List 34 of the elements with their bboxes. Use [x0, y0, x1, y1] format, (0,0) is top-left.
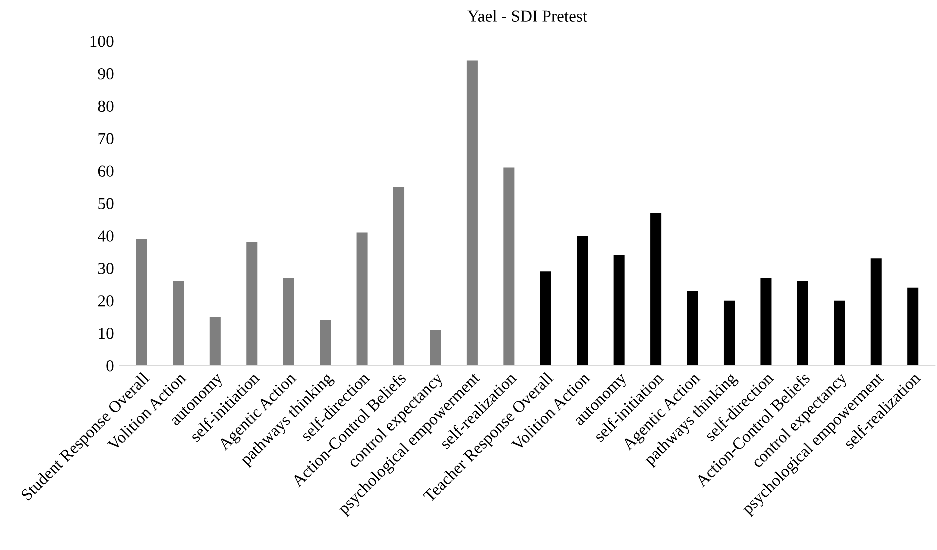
y-tick-label: 100 — [90, 36, 114, 48]
bar — [430, 330, 442, 366]
y-tick-label: 40 — [98, 230, 114, 242]
bar — [394, 187, 405, 366]
bar — [356, 232, 368, 366]
bar — [136, 239, 148, 366]
bar — [724, 300, 735, 366]
bar — [614, 255, 625, 366]
bar — [834, 300, 846, 366]
bar — [283, 278, 294, 366]
y-tick-label: 90 — [98, 68, 114, 80]
y-tick-label: 70 — [98, 133, 114, 145]
bar — [246, 242, 258, 366]
bar — [870, 258, 882, 366]
bar — [466, 60, 478, 366]
y-tick-label: 50 — [98, 198, 114, 210]
bar — [173, 281, 184, 366]
bar — [210, 317, 221, 366]
bar — [504, 168, 515, 366]
y-tick-label: 80 — [98, 100, 114, 112]
y-tick-label: 0 — [106, 360, 114, 372]
y-tick-label: 60 — [98, 166, 114, 177]
bar — [760, 278, 772, 366]
bar — [320, 320, 332, 366]
bar — [687, 291, 698, 366]
bar — [797, 281, 808, 366]
bar — [577, 236, 588, 366]
y-tick-label: 10 — [99, 328, 114, 340]
chart-title: Yael - SDI Pretest — [468, 10, 588, 22]
bar — [908, 288, 919, 366]
y-tick-label: 20 — [98, 296, 114, 307]
y-tick-label: 30 — [98, 263, 114, 274]
bar — [540, 272, 552, 366]
bar — [650, 213, 662, 366]
